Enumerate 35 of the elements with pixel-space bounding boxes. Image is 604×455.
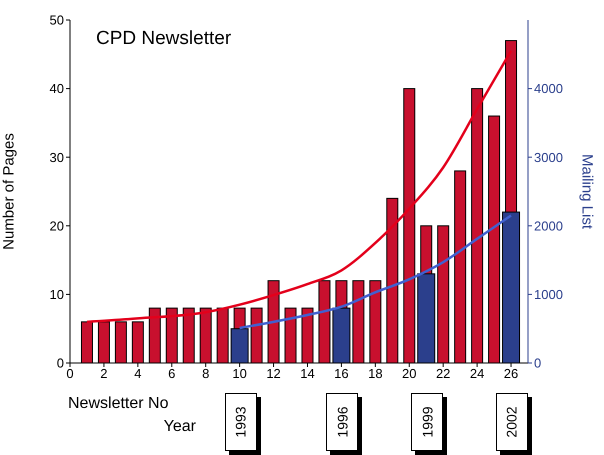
x-tick-label: 22 [436,366,450,382]
y-tick-label: 30 [50,150,64,165]
x-tick-label: 16 [334,366,349,382]
x-tick-label: 0 [66,366,74,382]
x-tick-label: 24 [470,366,484,382]
x-tick-label: 8 [202,366,210,382]
x-axis-title: Newsletter No [68,395,168,413]
chart-title: CPD Newsletter [96,28,232,50]
x-tick-label: 20 [402,366,416,382]
text: 1993 [232,406,249,438]
y2-tick-label: 1000 [534,287,563,302]
x-tick-label: 12 [266,366,281,382]
y2-axis-title: Mailing List [578,154,596,230]
text: Year [162,418,196,436]
y2-tick-label: 3000 [534,150,563,165]
y-tick-label: 0 [56,356,64,371]
y-axis-title: Number of Pages [0,133,18,250]
x-tick-label: 6 [168,366,176,382]
y2-tick-label: 2000 [534,218,563,234]
x-tick-label: 14 [300,366,315,382]
y-tick-label: 50 [50,12,64,28]
y-tick-label: 10 [50,287,64,302]
text: 2002 [504,406,520,438]
y-tick-label: 40 [50,81,64,96]
line-series [86,50,512,324]
y-tick-label: 20 [50,218,64,234]
x-tick-label: 18 [368,366,383,382]
text: 1996 [334,406,350,438]
x-tick-label: 26 [504,366,518,382]
y2-tick-label: 0 [534,356,542,371]
x-tick-label: 2 [100,366,108,382]
x-tick-label: 4 [134,366,142,382]
text: 1999 [419,406,436,438]
y2-tick-label: 4000 [534,81,563,96]
x-tick-label: 10 [232,366,247,382]
